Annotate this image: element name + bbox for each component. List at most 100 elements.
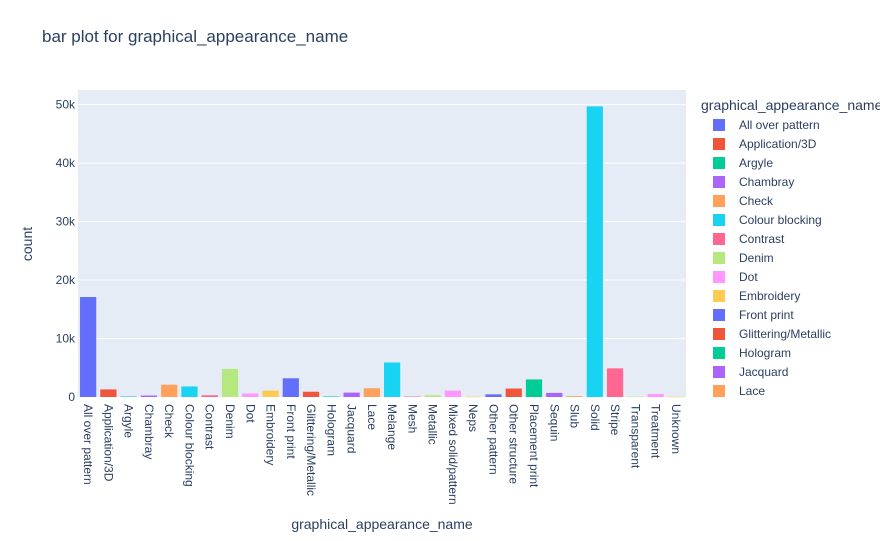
x-tick-label: All over pattern	[81, 404, 95, 485]
legend-label: Embroidery	[739, 289, 800, 303]
plot-area	[78, 90, 686, 397]
bar[interactable]	[485, 394, 502, 397]
bar[interactable]	[181, 386, 198, 397]
y-tick-label: 10k	[56, 332, 76, 346]
bar[interactable]	[201, 395, 218, 397]
legend-item[interactable]: Glittering/Metallic	[713, 327, 831, 341]
bar[interactable]	[424, 395, 441, 397]
x-tick-label: Mesh	[405, 404, 419, 433]
legend-label: Argyle	[739, 156, 773, 170]
x-tick-label: Jacquard	[345, 404, 359, 453]
legend-item[interactable]: Colour blocking	[713, 213, 822, 227]
legend-label: Dot	[739, 270, 758, 284]
bar[interactable]	[525, 379, 543, 397]
x-tick-label: Denim	[223, 404, 237, 439]
legend-item[interactable]: Front print	[713, 308, 794, 322]
x-tick-label: Hologram	[324, 404, 338, 456]
y-tick-label: 30k	[56, 215, 76, 229]
bar[interactable]	[627, 396, 644, 398]
x-tick-label: Front print	[284, 404, 298, 459]
legend-item[interactable]: Lace	[713, 384, 765, 398]
bar[interactable]	[302, 391, 320, 397]
y-tick-label: 50k	[56, 98, 76, 112]
x-tick-label: Unknown	[669, 404, 683, 454]
y-tick-label: 40k	[56, 156, 76, 170]
legend-item[interactable]: Argyle	[713, 156, 773, 170]
x-tick-label: Glittering/Metallic	[304, 404, 318, 496]
bar[interactable]	[282, 378, 299, 397]
bar[interactable]	[120, 396, 137, 398]
legend-label: Chambray	[739, 175, 794, 189]
legend-label: Check	[739, 194, 774, 208]
chart-title: bar plot for graphical_appearance_name	[42, 27, 348, 46]
x-axis-ticks: All over pattern Application/3D Argyle Cham…	[81, 404, 683, 505]
legend-item[interactable]: Dot	[713, 270, 758, 284]
legend-swatch	[713, 157, 725, 169]
legend-item[interactable]: Application/3D	[713, 137, 817, 151]
x-tick-label: Mixed solid/pattern	[446, 404, 460, 505]
legend-label: Application/3D	[739, 137, 817, 151]
x-tick-label: Argyle	[122, 404, 136, 438]
y-tick-label: 0	[68, 390, 75, 404]
legend-item[interactable]: All over pattern	[713, 118, 820, 132]
bar[interactable]	[444, 390, 462, 397]
bar[interactable]	[323, 396, 340, 397]
legend-swatch	[713, 271, 725, 283]
legend-label: Front print	[739, 308, 794, 322]
legend-swatch	[713, 347, 725, 359]
legend-item[interactable]: Jacquard	[713, 365, 788, 379]
bar[interactable]	[586, 106, 603, 397]
grid-lines	[78, 104, 686, 340]
bar[interactable]	[566, 396, 583, 397]
bar[interactable]	[140, 395, 158, 397]
bar[interactable]	[404, 396, 421, 398]
x-tick-label: Metallic	[426, 404, 440, 445]
legend-label: Denim	[739, 251, 774, 265]
x-tick-label: Placement print	[527, 404, 541, 488]
bar[interactable]	[363, 388, 380, 397]
y-tick-label: 20k	[56, 273, 76, 287]
legend-item[interactable]: Embroidery	[713, 289, 800, 303]
legend-label: Hologram	[739, 346, 791, 360]
bar[interactable]	[343, 392, 360, 397]
bar[interactable]	[221, 368, 239, 397]
x-tick-label: Colour blocking	[182, 404, 196, 487]
bar[interactable]	[606, 368, 624, 397]
x-tick-label: Application/3D	[101, 404, 115, 482]
legend-label: All over pattern	[739, 118, 820, 132]
bar[interactable]	[161, 384, 178, 397]
legend-item[interactable]: Denim	[713, 251, 774, 265]
x-tick-label: Transparent	[628, 404, 642, 469]
legend-item[interactable]: Hologram	[713, 346, 791, 360]
legend-item[interactable]: Chambray	[713, 175, 794, 189]
x-tick-label: Other pattern	[486, 404, 500, 475]
x-tick-label: Stripe	[608, 404, 622, 436]
bars[interactable]	[80, 106, 684, 398]
bar[interactable]	[667, 396, 684, 398]
x-tick-label: Slub	[568, 404, 582, 428]
x-tick-label: Chambray	[142, 404, 156, 459]
bar[interactable]	[80, 297, 97, 397]
x-tick-label: Melange	[385, 404, 399, 450]
legend-swatch	[713, 138, 725, 150]
legend[interactable]: All over pattern Application/3D Argyle Cham…	[713, 118, 831, 398]
legend-swatch	[713, 195, 725, 207]
legend-item[interactable]: Check	[713, 194, 774, 208]
legend-swatch	[713, 252, 725, 264]
bar[interactable]	[647, 394, 664, 397]
legend-label: Glittering/Metallic	[739, 327, 831, 341]
bar[interactable]	[546, 392, 563, 397]
bar[interactable]	[262, 390, 279, 397]
y-axis-title: count	[19, 227, 35, 261]
bar[interactable]	[505, 388, 522, 397]
x-tick-label: Lace	[365, 404, 379, 430]
legend-swatch	[713, 119, 725, 131]
bar[interactable]	[384, 362, 401, 397]
bar[interactable]	[465, 396, 482, 398]
legend-swatch	[713, 366, 725, 378]
legend-swatch	[713, 290, 725, 302]
bar[interactable]	[242, 393, 259, 397]
legend-item[interactable]: Contrast	[713, 232, 785, 246]
bar[interactable]	[100, 389, 117, 397]
